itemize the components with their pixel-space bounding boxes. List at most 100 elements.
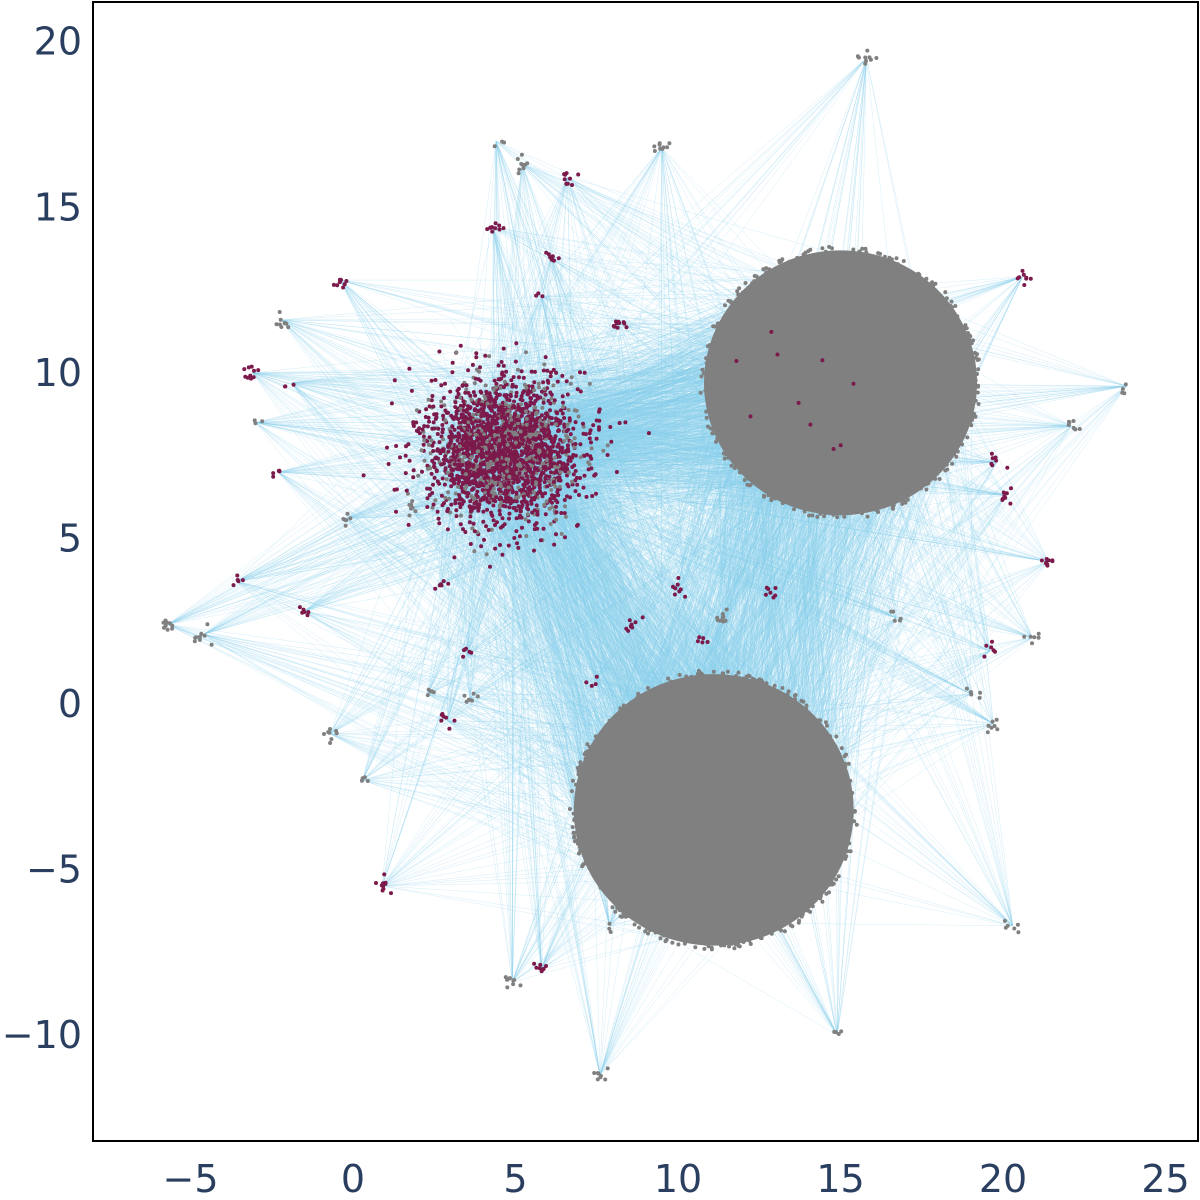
hub-node — [462, 691, 480, 704]
node-point — [524, 447, 528, 452]
node-point — [876, 510, 881, 514]
node-point — [380, 888, 385, 893]
node-point — [453, 434, 458, 439]
node-point — [645, 926, 650, 931]
node-point — [576, 172, 581, 177]
x-tick-label: 25 — [1141, 1157, 1189, 1200]
node-point — [548, 374, 553, 379]
node-point — [864, 250, 869, 255]
node-point — [774, 495, 779, 500]
node-point — [737, 470, 742, 475]
node-point — [552, 398, 557, 403]
node-point — [437, 521, 442, 526]
node-point — [454, 395, 459, 400]
node-point — [676, 576, 681, 580]
node-point — [536, 381, 541, 386]
node-point — [768, 590, 773, 595]
node-point — [430, 505, 435, 510]
node-point — [521, 487, 525, 492]
node-point — [966, 332, 971, 337]
node-point — [797, 503, 802, 508]
node-point — [329, 737, 334, 742]
node-point — [789, 260, 794, 265]
node-point — [708, 346, 713, 351]
node-point — [528, 421, 533, 426]
node-point — [300, 610, 305, 615]
node-point — [568, 495, 573, 500]
node-point — [517, 167, 522, 172]
hub-node — [982, 639, 997, 659]
node-point — [470, 526, 475, 531]
node-point — [464, 464, 469, 469]
node-point — [489, 479, 494, 484]
node-point — [291, 382, 296, 387]
node-point — [469, 494, 474, 499]
node-point — [501, 459, 506, 464]
node-point — [462, 455, 467, 460]
node-point — [501, 448, 506, 453]
node-point — [972, 388, 977, 393]
node-point — [583, 432, 588, 437]
node-point — [576, 414, 581, 419]
node-point — [491, 387, 496, 392]
node-point — [427, 419, 431, 424]
node-point — [918, 486, 923, 491]
node-point — [428, 486, 432, 491]
node-point — [411, 468, 416, 473]
node-point — [632, 922, 637, 927]
node-point — [509, 442, 514, 447]
node-point — [455, 438, 460, 443]
node-point — [548, 497, 553, 501]
node-point — [943, 290, 948, 295]
node-point — [711, 324, 716, 329]
node-point — [464, 383, 469, 388]
hub-node — [985, 717, 1000, 735]
node-point — [1044, 557, 1049, 561]
node-point — [487, 500, 492, 505]
node-point — [460, 447, 465, 452]
node-point — [516, 504, 521, 509]
node-point — [486, 475, 491, 480]
node-point — [562, 439, 567, 443]
node-point — [737, 286, 742, 291]
node-point — [473, 473, 478, 478]
node-point — [515, 367, 520, 372]
node-point — [515, 477, 520, 481]
node-point — [460, 441, 464, 446]
node-point — [558, 408, 563, 413]
hub-node — [492, 139, 507, 149]
node-point — [1002, 918, 1007, 923]
node-point — [500, 372, 504, 377]
node-point — [723, 303, 727, 308]
node-point — [441, 714, 446, 719]
node-point — [510, 475, 515, 480]
node-point — [456, 458, 461, 463]
node-point — [758, 936, 763, 940]
node-point — [499, 360, 504, 364]
node-point — [443, 418, 448, 423]
node-point — [591, 423, 596, 428]
node-point — [537, 447, 542, 452]
node-point — [1016, 930, 1021, 935]
node-point — [528, 434, 533, 439]
node-point — [437, 349, 442, 354]
node-point — [860, 511, 864, 516]
node-point — [764, 270, 769, 275]
node-point — [706, 363, 711, 368]
node-point — [568, 176, 572, 181]
node-point — [865, 514, 870, 519]
node-point — [561, 400, 565, 405]
node-point — [989, 725, 994, 730]
node-point — [744, 474, 749, 478]
node-point — [498, 489, 503, 493]
node-point — [474, 355, 479, 360]
node-point — [575, 796, 580, 801]
node-point — [476, 468, 481, 472]
node-point — [529, 463, 534, 468]
node-point — [575, 841, 580, 846]
node-point — [574, 782, 578, 787]
node-point — [417, 431, 422, 436]
node-point — [1071, 419, 1076, 423]
node-point — [735, 938, 740, 943]
node-point — [507, 505, 512, 510]
